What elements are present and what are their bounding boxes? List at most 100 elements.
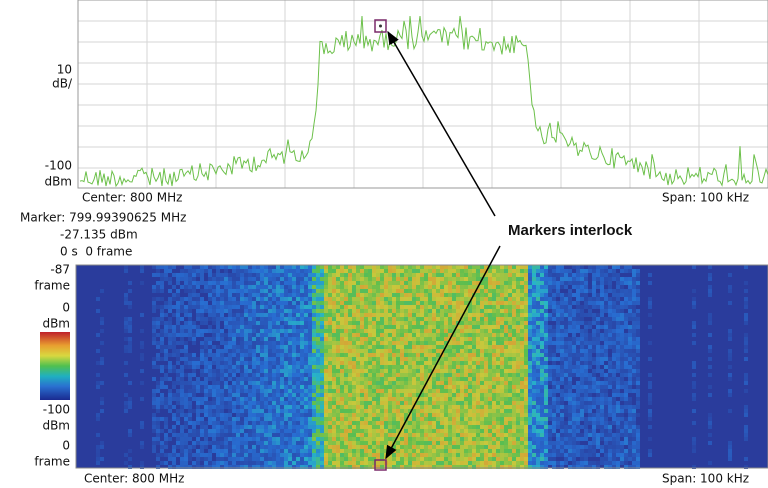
spectrogram-cell [392,357,396,361]
spectrogram-cell [140,369,144,373]
spectrogram-cell [484,285,488,289]
spectrogram-cell [456,465,460,469]
spectrogram-cell [352,273,356,277]
spectrogram-cell [468,341,472,345]
spectrogram-cell [200,389,204,393]
spectrogram-cell [208,429,212,433]
spectrogram-cell [468,369,472,373]
spectrogram-cell [260,297,264,301]
spectrogram-cell [208,393,212,397]
spectrogram-cell [188,305,192,309]
spectrogram-cell [212,425,216,429]
spectrogram-cell [196,285,200,289]
spectrogram-cell [300,293,304,297]
spectrogram-cell [228,301,232,305]
spectrogram-cell [452,317,456,321]
spectrogram-cell [500,301,504,305]
spectrogram-cell [324,445,328,449]
spectrogram-cell [284,397,288,401]
spectrogram-cell [316,321,320,325]
spectrogram-cell [524,281,528,285]
spectrogram-cell [300,341,304,345]
spectrogram-cell [240,461,244,465]
spectrogram-cell [364,349,368,353]
spectrogram-cell [368,353,372,357]
spectrogram-cell [264,377,268,381]
spectrogram-cell [408,329,412,333]
spectrogram-cell [432,433,436,437]
spectrogram-cell [456,341,460,345]
spectrogram-cell [420,441,424,445]
spectrogram-cell [256,309,260,313]
spectrogram-cell [528,333,532,337]
spectrogram-cell [276,457,280,461]
spectrogram-cell [304,293,308,297]
spectrogram-cell [316,453,320,457]
spectrogram-cell [360,401,364,405]
spectrogram-cell [492,445,496,449]
spectrogram-cell [316,265,320,269]
spectrogram-cell [372,341,376,345]
spectrogram-cell [408,273,412,277]
spectrogram-cell [300,425,304,429]
spectrogram-cell [484,357,488,361]
spectrogram-cell [496,453,500,457]
spectrogram-cell [436,281,440,285]
spectrogram-cell [140,381,144,385]
spectrogram-cell [488,417,492,421]
spectrogram-cell [300,385,304,389]
spectrogram-cell [280,461,284,465]
spectrogram-cell [332,333,336,337]
spectrogram-cell [300,377,304,381]
spectrogram-cell [208,369,212,373]
spectrogram-cell [480,349,484,353]
spectrogram-cell [464,329,468,333]
spectrogram-cell [272,301,276,305]
spectrogram-cell [464,437,468,441]
spectrogram-cell [460,293,464,297]
spectrogram-cell [432,337,436,341]
spectrogram-cell [400,333,404,337]
spectrogram-cell [240,337,244,341]
spectrogram-cell [296,377,300,381]
spectrogram-cell [328,301,332,305]
spectrogram-cell [432,405,436,409]
spectrogram-cell [208,385,212,389]
spectrogram-cell [392,305,396,309]
spectrogram-cell [400,393,404,397]
spectrogram-cell [520,437,524,441]
spectrogram-cell [492,293,496,297]
spectrogram-cell [504,433,508,437]
spectrogram-cell [268,405,272,409]
spectrogram-cell [180,385,184,389]
spectrogram-cell [288,273,292,277]
spectrogram-cell [240,313,244,317]
spectrogram-cell [376,445,380,449]
spectrogram-cell [184,325,188,329]
spectrogram-cell [352,301,356,305]
spectrogram-cell [280,305,284,309]
spectrogram-cell [332,313,336,317]
spectrogram-cell [344,273,348,277]
spectrogram-cell [176,381,180,385]
spectrogram-cell [408,281,412,285]
spectrogram-cell [200,433,204,437]
spectrogram-cell [368,341,372,345]
spectrogram-cell [472,309,476,313]
spectrogram-cell [300,277,304,281]
spectrogram-cell [468,457,472,461]
spectrogram-cell [368,389,372,393]
spectrogram-cell [360,421,364,425]
spectrogram-cell [216,325,220,329]
spectrogram-cell [184,373,188,377]
spectrogram-cell [272,405,276,409]
spectrogram-cell [484,293,488,297]
spectrogram [75,264,768,469]
spectrogram-cell [324,365,328,369]
spectrogram-cell [436,317,440,321]
spectrogram-cell [140,269,144,273]
spectrogram-cell [268,277,272,281]
spectrogram-cell [192,321,196,325]
spectrogram-cell [160,277,164,281]
spectrogram-cell [164,353,168,357]
